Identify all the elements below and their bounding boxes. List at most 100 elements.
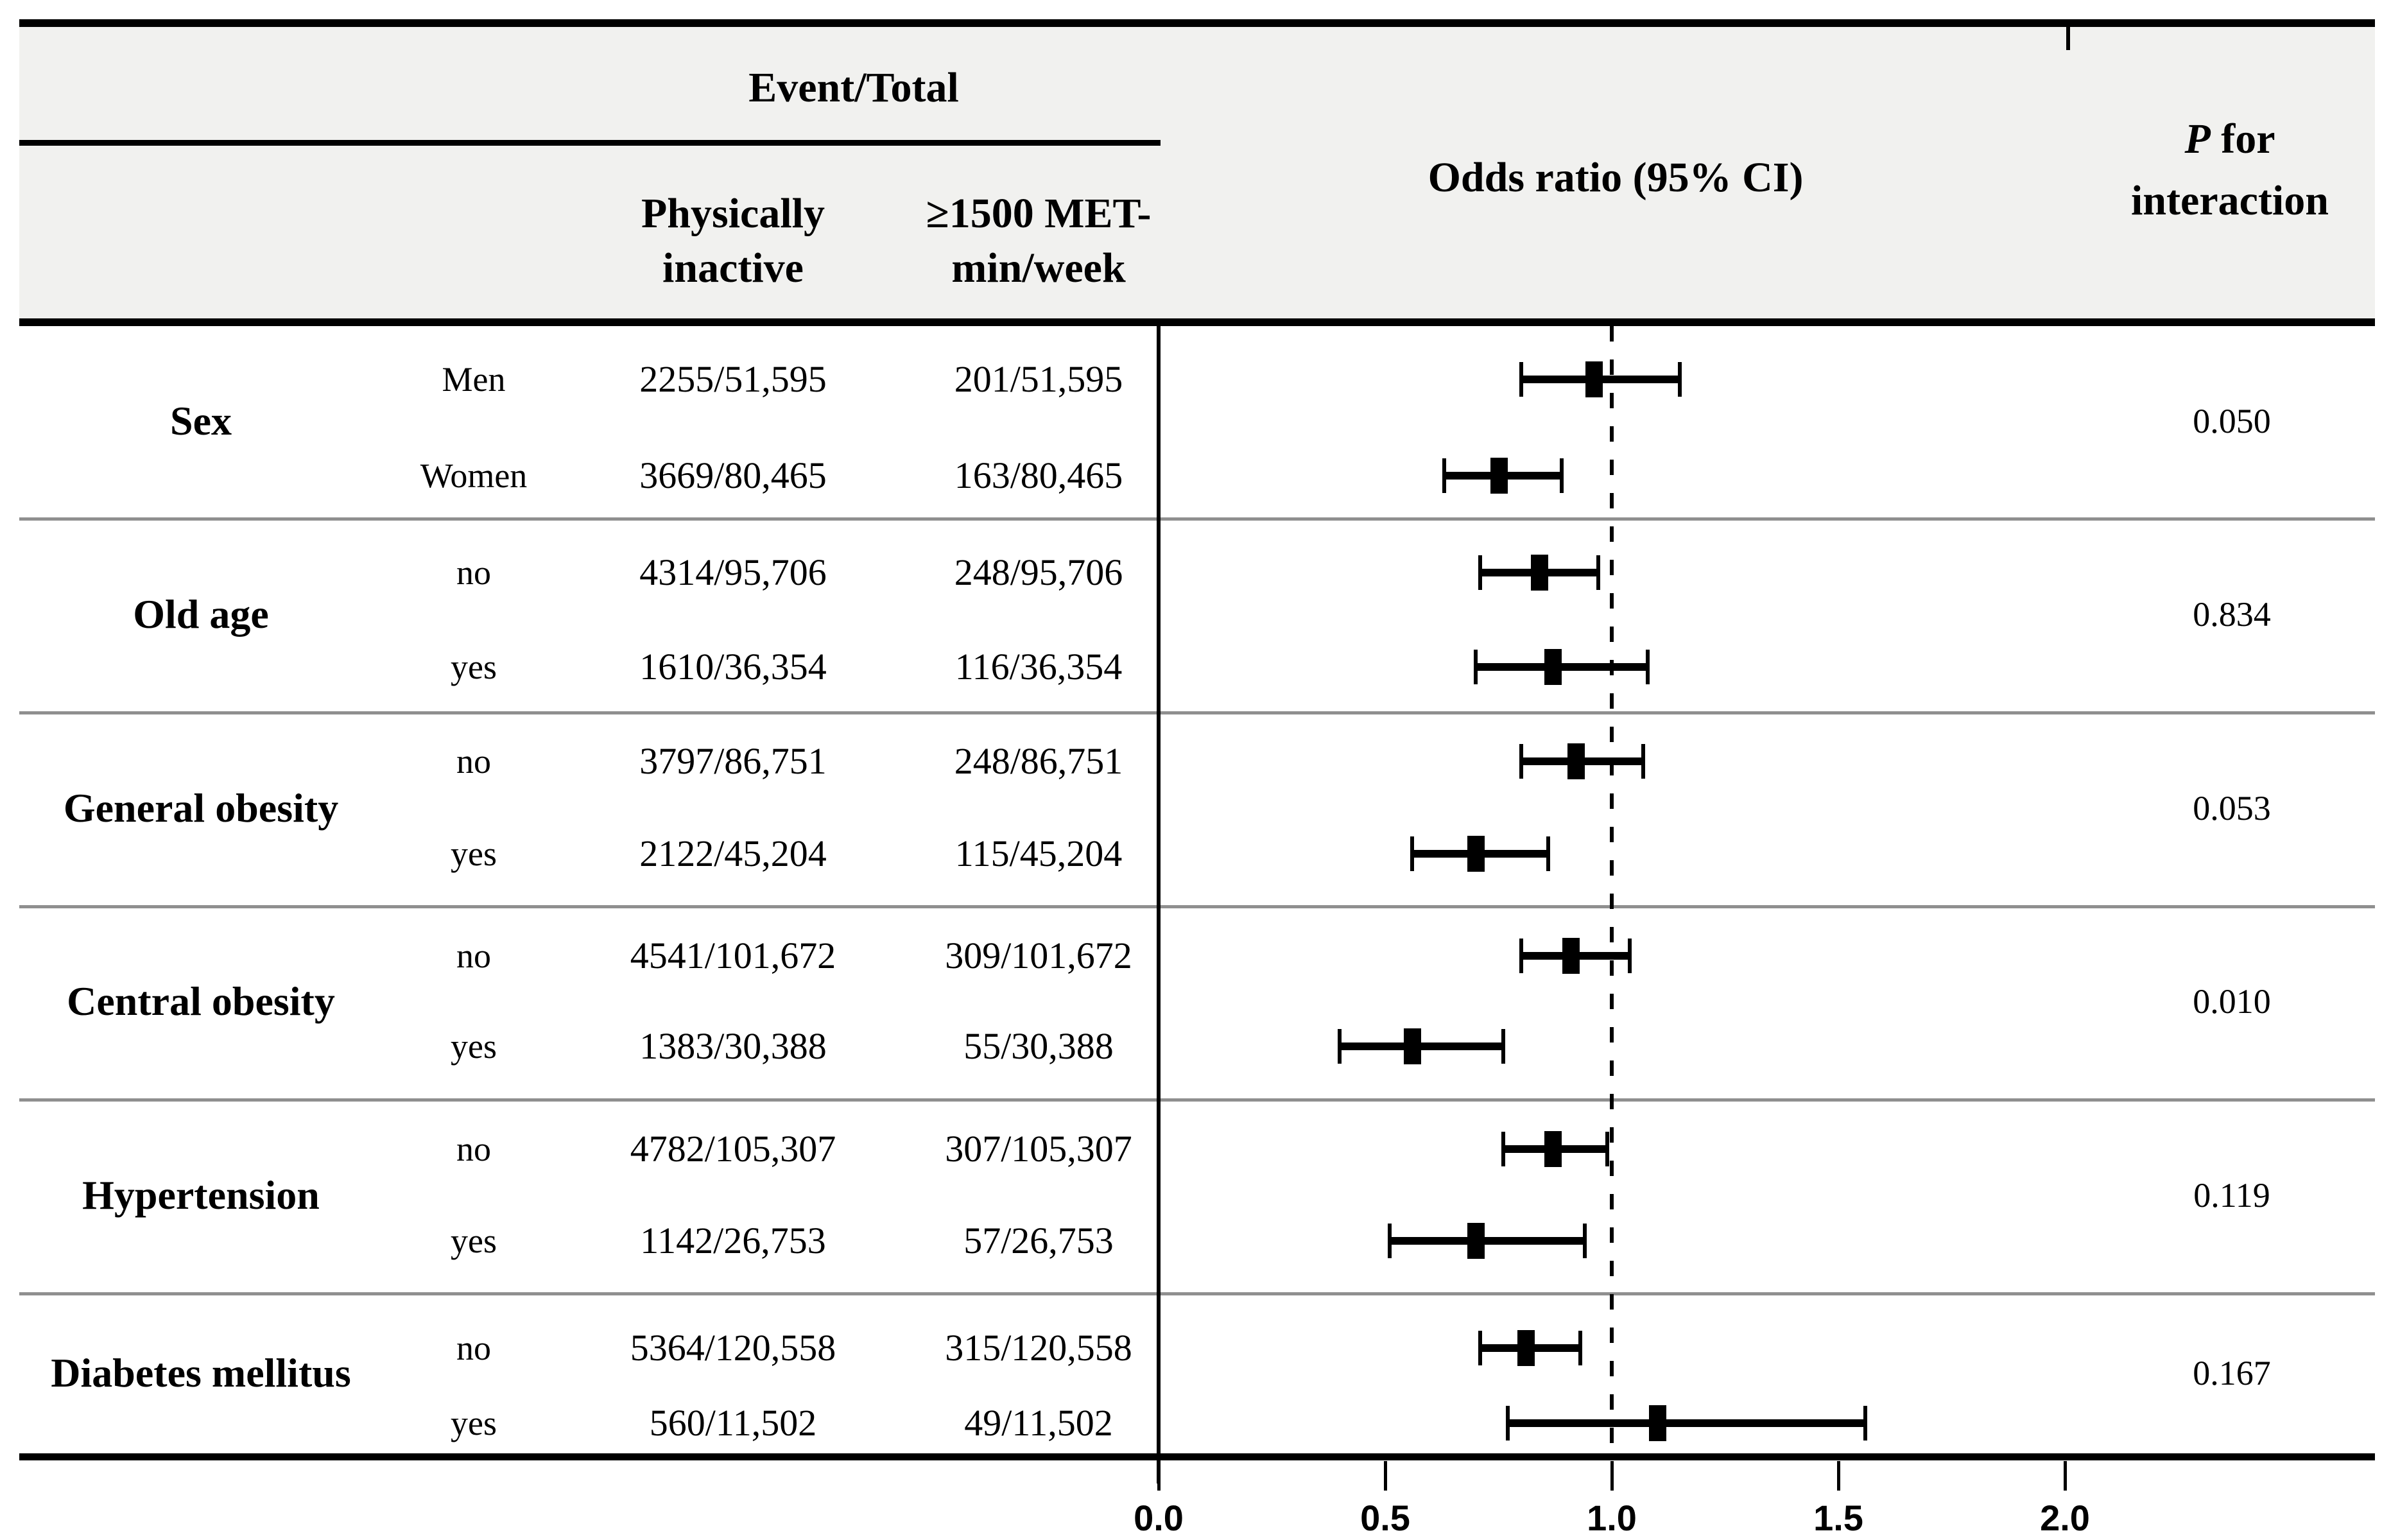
ci-cap-high <box>1501 1029 1505 1064</box>
ci-cap-high <box>1677 362 1682 397</box>
event-total-active: 201/51,595 <box>954 358 1123 400</box>
p-interaction-value: 0.053 <box>2193 789 2271 827</box>
event-total-inactive: 1610/36,354 <box>639 646 827 688</box>
ci-cap-low <box>1410 836 1415 871</box>
forest-point <box>1531 555 1549 591</box>
event-total-active: 248/95,706 <box>954 551 1123 593</box>
forest-point <box>1467 836 1485 872</box>
group-separator-3 <box>19 905 2375 908</box>
group-label: Central obesity <box>67 978 335 1024</box>
col-header-active-line2: min/week <box>951 245 1126 291</box>
axis-tick <box>2064 1461 2067 1491</box>
ci-cap-low <box>1388 1224 1392 1258</box>
axis-tick-label: 0.0 <box>1134 1498 1184 1538</box>
subgroup-label: no <box>456 937 491 975</box>
col-header-inactive-line1: Physically <box>641 190 825 237</box>
axis-tick-label: 2.0 <box>2040 1498 2090 1538</box>
event-total-inactive: 2122/45,204 <box>639 833 827 874</box>
ci-cap-high <box>1605 1132 1609 1166</box>
ci-cap-low <box>1505 1406 1510 1441</box>
group-label: General obesity <box>63 785 339 831</box>
p-interaction-value: 0.167 <box>2193 1354 2271 1392</box>
event-total-inactive: 4541/101,672 <box>630 935 836 976</box>
p-interaction-header-line2: interaction <box>2131 177 2329 224</box>
ci-cap-high <box>1596 555 1600 590</box>
axis-tick <box>1837 1461 1840 1491</box>
event-total-inactive: 3797/86,751 <box>639 740 827 782</box>
p-interaction-value: 0.010 <box>2193 982 2271 1021</box>
axis-tick <box>1610 1461 1614 1491</box>
event-total-active: 248/86,751 <box>954 740 1123 782</box>
ci-cap-low <box>1338 1029 1342 1064</box>
event-total-active: 55/30,388 <box>963 1025 1114 1067</box>
column-separator-stub <box>2066 19 2070 50</box>
ci-cap-high <box>1863 1406 1868 1441</box>
event-total-inactive: 1383/30,388 <box>639 1025 827 1067</box>
header-bottom-border <box>19 318 2375 326</box>
ci-cap-high <box>1641 744 1646 779</box>
forest-point <box>1490 458 1508 494</box>
subgroup-label: Men <box>442 360 506 399</box>
group-label: Old age <box>133 591 269 637</box>
subgroup-label: no <box>456 1329 491 1367</box>
forest-point <box>1544 649 1562 685</box>
event-total-underline <box>19 140 1161 146</box>
ci-line <box>1340 1043 1503 1050</box>
subgroup-label: no <box>456 553 491 592</box>
subgroup-label: yes <box>451 1404 497 1442</box>
subgroup-label: yes <box>451 1027 497 1066</box>
group-separator-2 <box>19 711 2375 714</box>
p-interaction-value: 0.050 <box>2193 402 2271 440</box>
ci-cap-high <box>1628 939 1632 973</box>
event-total-active: 309/101,672 <box>945 935 1132 976</box>
axis-tick-label: 1.5 <box>1813 1498 1863 1538</box>
ci-line <box>1507 1419 1866 1427</box>
event-total-inactive: 4314/95,706 <box>639 551 827 593</box>
event-total-inactive: 3669/80,465 <box>639 454 827 496</box>
ci-line <box>1476 663 1648 671</box>
ci-cap-high <box>1578 1331 1582 1365</box>
event-total-active: 116/36,354 <box>954 646 1123 688</box>
table-top-border <box>19 19 2375 27</box>
p-interaction-value: 0.834 <box>2193 595 2271 634</box>
group-separator-1 <box>19 517 2375 521</box>
ci-cap-low <box>1478 1331 1483 1365</box>
forest-point <box>1648 1405 1666 1441</box>
forest-point <box>1467 1223 1485 1259</box>
p-rest: for <box>2210 116 2275 162</box>
ci-cap-low <box>1519 939 1523 973</box>
odds-ratio-header: Odds ratio (95% CI) <box>1428 154 1804 201</box>
group-separator-5 <box>19 1292 2375 1295</box>
group-label: Diabetes mellitus <box>51 1350 351 1396</box>
subgroup-label: no <box>456 742 491 781</box>
reference-line <box>1610 326 1614 1453</box>
forest-point <box>1544 1131 1562 1167</box>
ci-cap-low <box>1519 362 1523 397</box>
event-total-inactive: 560/11,502 <box>649 1402 817 1444</box>
ci-line <box>1390 1237 1585 1245</box>
forest-point <box>1517 1330 1535 1366</box>
p-italic: P <box>2184 116 2211 162</box>
event-total-header: Event/Total <box>748 64 959 111</box>
table-bottom-border <box>19 1453 2375 1460</box>
col-header-active-line1: ≥1500 MET- <box>926 190 1152 237</box>
event-total-inactive: 2255/51,595 <box>639 358 827 400</box>
event-total-active: 163/80,465 <box>954 454 1123 496</box>
ci-cap-high <box>1582 1224 1587 1258</box>
event-total-active: 57/26,753 <box>963 1220 1114 1261</box>
event-total-inactive: 4782/105,307 <box>630 1128 836 1170</box>
group-label: Hypertension <box>82 1172 320 1218</box>
ci-cap-high <box>1646 650 1650 684</box>
forest-point <box>1562 938 1580 974</box>
forest-point <box>1567 743 1585 779</box>
subgroup-label: yes <box>451 1222 497 1260</box>
subgroup-label: Women <box>420 456 528 495</box>
event-total-active: 307/105,307 <box>945 1128 1132 1170</box>
ci-cap-low <box>1478 555 1483 590</box>
p-interaction-value: 0.119 <box>2193 1176 2270 1215</box>
event-total-active: 115/45,204 <box>954 833 1123 874</box>
p-interaction-header-line1: P for <box>2184 118 2275 160</box>
forest-point <box>1404 1028 1422 1064</box>
group-label: Sex <box>170 398 232 444</box>
